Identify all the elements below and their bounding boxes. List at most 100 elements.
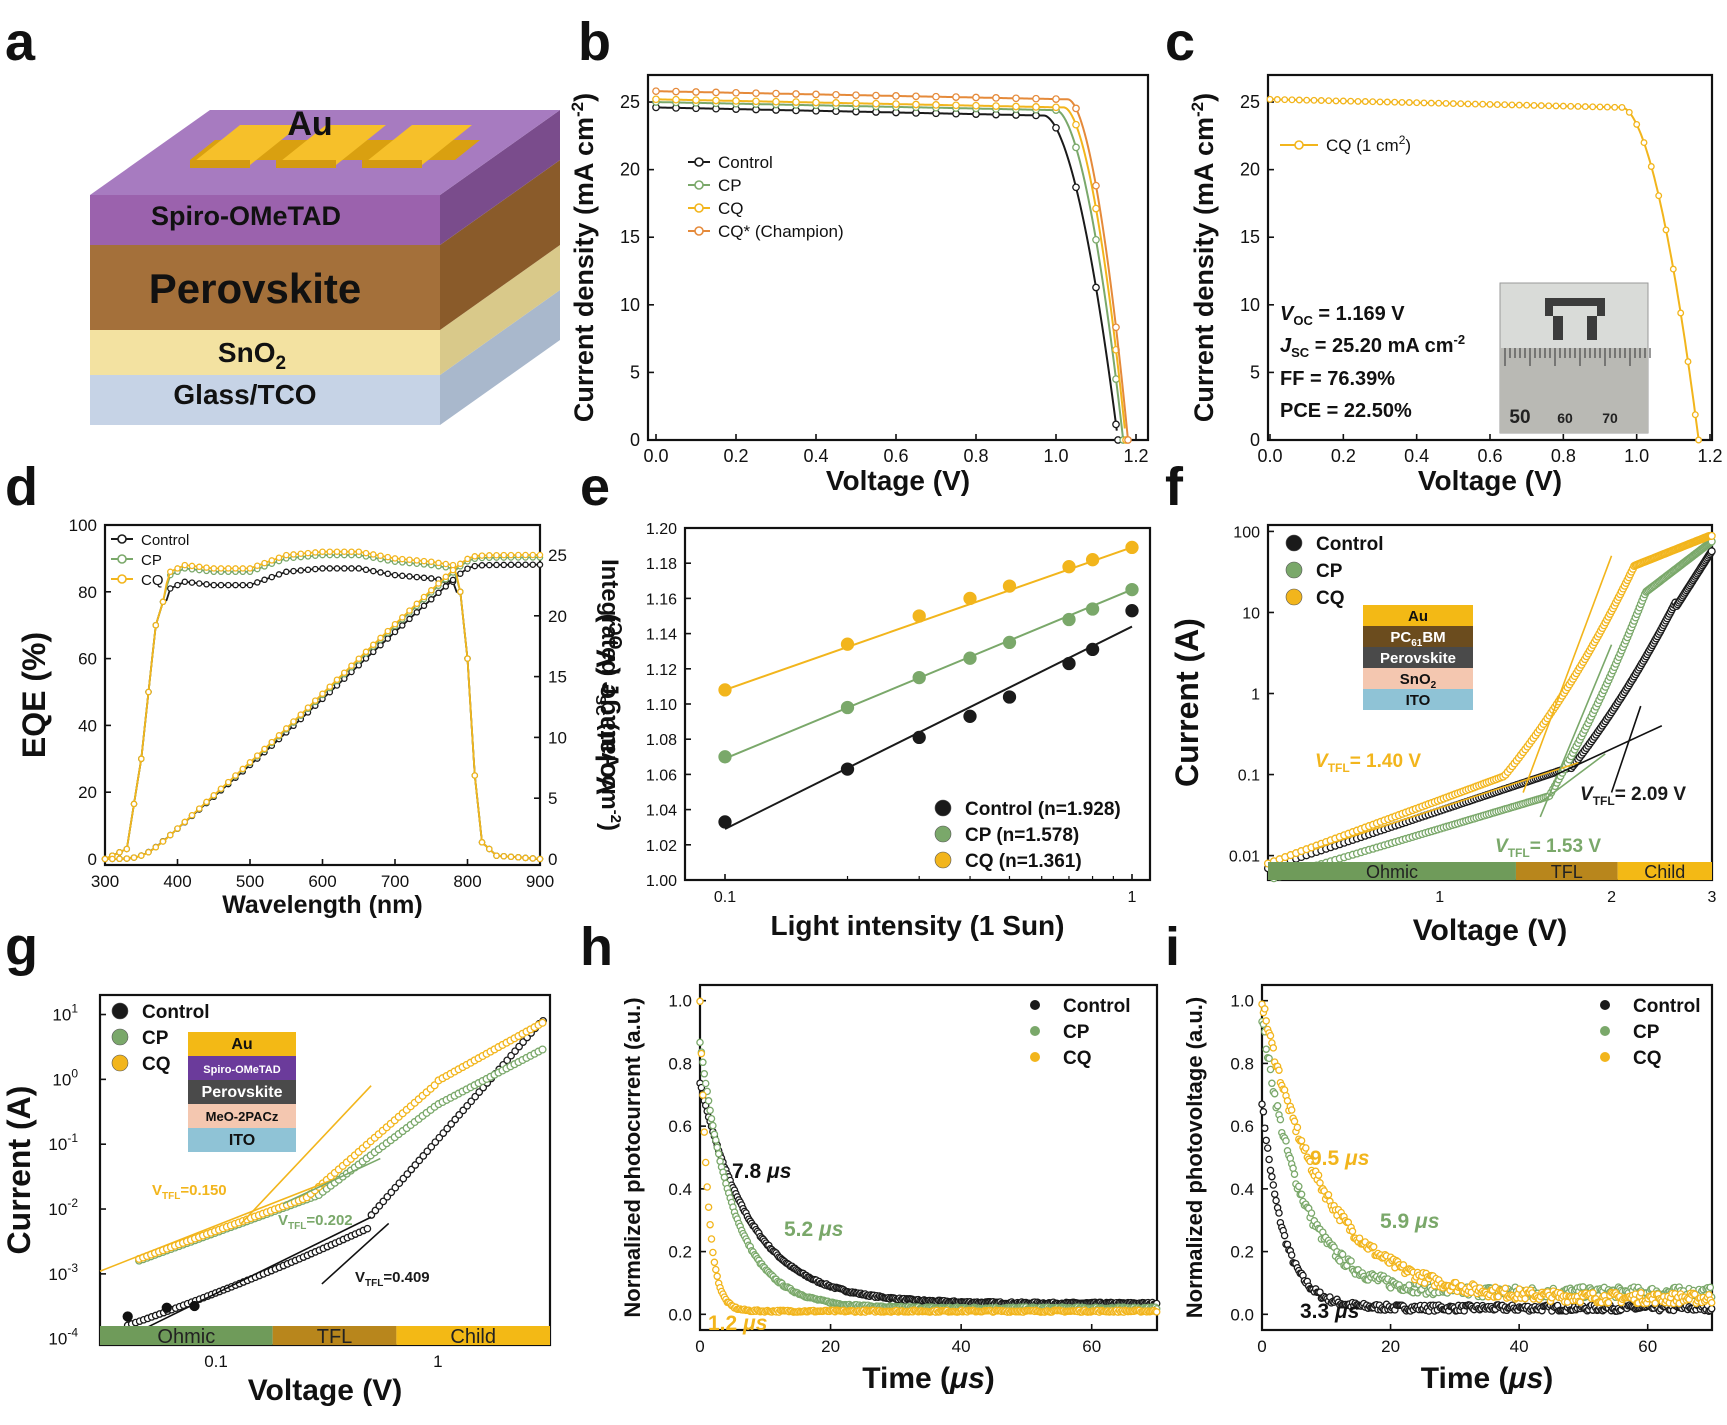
jv-series-point-c <box>1325 97 1333 105</box>
y-tick-label-e: 1.20 <box>646 521 677 538</box>
legend-marker-c <box>1294 140 1304 150</box>
x-tick-label-h: 60 <box>1082 1337 1101 1356</box>
legend-g-2: CQ <box>142 1054 171 1075</box>
transient-point-i-2 <box>1604 1298 1613 1307</box>
jsc-series-point-2 <box>174 825 181 832</box>
x-tick-label-d: 600 <box>308 872 336 891</box>
text-span: =0.202 <box>306 1212 352 1229</box>
legend-marker-h <box>1030 1026 1040 1036</box>
eqe-series-point-0 <box>275 571 283 578</box>
text-span: 7.8 <box>732 1160 767 1183</box>
legend-label-i-2: CQ <box>1633 1048 1662 1069</box>
y-axis-label-h: Normalized photocurrent (a.u.) <box>620 997 645 1317</box>
legend-marker <box>1285 588 1303 606</box>
jv-series-point-2 <box>1072 120 1080 129</box>
transient-point-h-1 <box>699 1058 707 1067</box>
region-label-ohmic-g: Ohmic <box>157 1326 215 1348</box>
sclc-g-point-1 <box>538 1045 547 1054</box>
jv-series-point-c <box>1677 309 1685 317</box>
jv-series-point-c <box>1669 265 1677 273</box>
legend-marker <box>694 157 704 167</box>
eqe-series-point-0 <box>312 565 319 573</box>
eqe-series-point-2 <box>167 568 174 576</box>
eqe-series-point-2 <box>319 548 326 555</box>
jv-series-point-c <box>1545 102 1553 110</box>
region-child <box>1617 862 1712 880</box>
x-tick-label-f: 3 <box>1708 889 1717 906</box>
text-span: SC <box>592 695 609 716</box>
eqe-series-line-2 <box>104 550 541 860</box>
jv-series-point-c <box>1618 103 1626 111</box>
eqe-series-point-2 <box>413 557 421 564</box>
scatter-point-1 <box>718 750 732 764</box>
perovskite-layer-side <box>440 160 560 330</box>
eqe-series-point-2 <box>159 598 167 606</box>
jv-series-point-2 <box>952 101 960 110</box>
eqe-series-point-2 <box>203 564 210 571</box>
jv-series-point-3 <box>852 91 860 100</box>
vtfl-fit-cq2 <box>1522 555 1613 793</box>
y-tick-label-d: 80 <box>78 583 97 602</box>
jsc-series-point-2 <box>348 662 355 669</box>
jv-series-point-2 <box>732 97 740 105</box>
transient-point-i-0 <box>1270 1190 1279 1198</box>
y-tick-label-g: 10-1 <box>48 1131 78 1154</box>
jsc-series-point-2 <box>355 655 363 662</box>
legend-label-i-0: Control <box>1633 996 1701 1017</box>
y-tick-label-b: 25 <box>620 92 640 112</box>
jv-chart-b: 0.0 0.2 0.4 0.6 0.8 1.0 1.2 0 5 10 15 20 25 Control CP… <box>568 73 1150 496</box>
jsc-series-point-2 <box>290 718 297 725</box>
transient-point-i-0 <box>1266 1166 1275 1175</box>
eqe-series-point-2 <box>399 555 406 563</box>
jv-series-point-c <box>1589 103 1597 111</box>
y-tick-label-f: 0.1 <box>1238 768 1260 785</box>
jv-series-line-3 <box>655 90 1129 441</box>
eqe-series-point-0 <box>196 580 203 587</box>
sclc-g-point-2 <box>538 1018 547 1027</box>
y-tick-label-f: 1 <box>1251 687 1260 704</box>
x-tick-label-c: 0.0 <box>1257 446 1282 466</box>
transient-point-i-0 <box>1263 1144 1272 1152</box>
jv-series-point-3 <box>892 92 900 100</box>
transient-chart-i: 0 20 40 60 0.0 0.2 0.4 0.6 0.8 1.0 Control CP CQ 3.3 … <box>1182 983 1716 1395</box>
eqe-series-point-2 <box>464 655 471 662</box>
text-span: TFL <box>162 1191 180 1202</box>
scatter-point-1 <box>840 700 855 715</box>
eqe-series-point-2 <box>435 559 442 567</box>
eqe-series-point-2 <box>362 549 370 557</box>
text-span: μs <box>1334 1300 1359 1323</box>
eqe-series-point-0 <box>384 570 392 578</box>
legend-marker <box>111 1028 129 1046</box>
y-tick-label-i: 0.4 <box>1230 1180 1254 1199</box>
jv-series-point-2 <box>752 97 760 106</box>
jsc-series-point-2 <box>435 580 442 587</box>
legend-marker <box>1285 561 1303 579</box>
text-span: μs <box>1508 1362 1544 1395</box>
jv-series-point-c <box>1391 98 1399 106</box>
text-span: TFL <box>365 1278 383 1289</box>
eqe-series-point-0 <box>188 579 196 586</box>
transient-point-i-0 <box>1258 1100 1266 1108</box>
stack-layer-0 <box>1363 605 1473 626</box>
eqe-series-point-2 <box>377 552 384 559</box>
text-span: -2 <box>1454 332 1466 347</box>
jv-series-point-2 <box>992 102 1000 110</box>
eqe-series-point-2 <box>442 560 450 568</box>
y-tick-label-i: 0.2 <box>1230 1243 1254 1262</box>
jv-series-point-c <box>1383 98 1391 106</box>
y2-tick-label-d: 0 <box>548 850 557 869</box>
eqe-series-point-2 <box>500 852 508 860</box>
transient-point-i-2 <box>1275 1066 1283 1074</box>
sclc-point-2 <box>1707 531 1716 540</box>
eqe-series-point-0 <box>362 566 370 574</box>
jv-series-point-3 <box>1072 104 1080 113</box>
x-tick-label-d: 300 <box>91 872 119 891</box>
jv-series-point-c <box>1420 99 1428 107</box>
transient-point-h-1 <box>700 1070 709 1078</box>
scatter-point-0 <box>1125 604 1139 618</box>
jsc-series-point-2 <box>167 831 174 839</box>
jsc-series-point-0 <box>507 561 515 569</box>
voc-intensity-chart-e: 0.1 1 1.00 1.02 1.04 1.06 1.08 1.10 1.12 1.14 1.16… <box>591 521 1152 941</box>
text-span: = 1.169 V <box>1313 303 1405 325</box>
jsc-series-point-2 <box>326 683 334 690</box>
